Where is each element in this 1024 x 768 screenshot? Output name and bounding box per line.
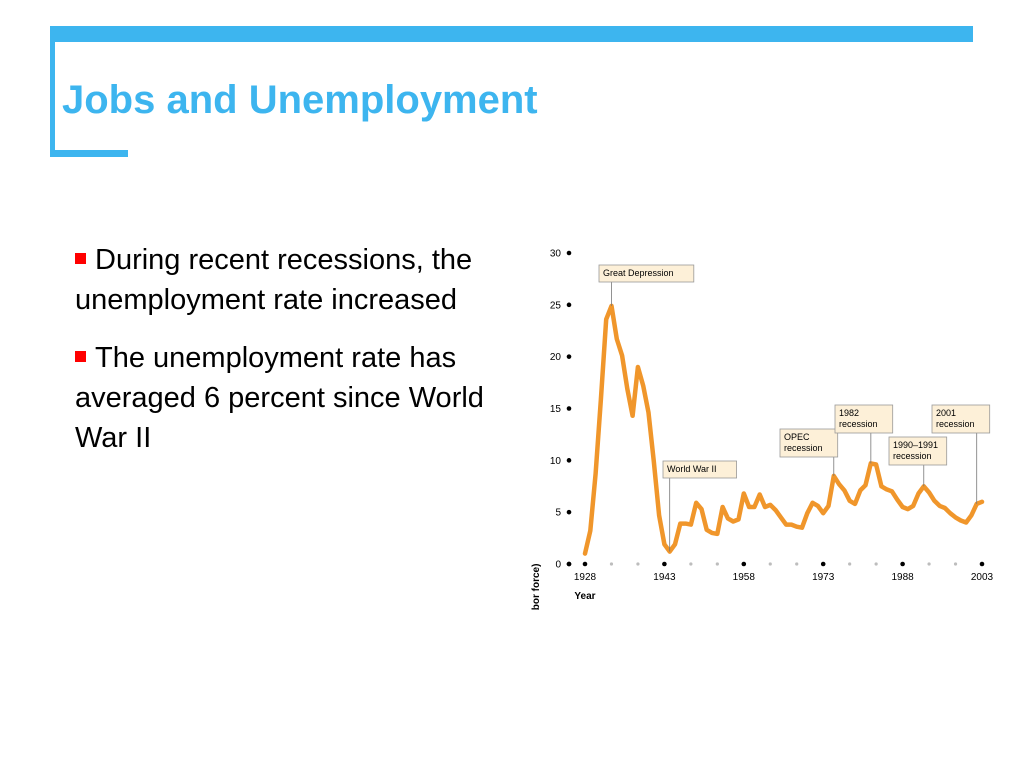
- x-tick-dot: [979, 561, 985, 567]
- annotation-label: World War II: [667, 464, 717, 474]
- unemployment-line-chart: Unemployment rate (percentage of labor f…: [531, 249, 994, 611]
- y-tick-dot: [566, 406, 572, 411]
- bullet-square-icon: [75, 253, 86, 264]
- annotation-label: 2001: [936, 408, 956, 418]
- origin-dot: [566, 561, 572, 567]
- x-minor-dot: [795, 562, 799, 566]
- annotation-label: recession: [784, 443, 823, 453]
- annotation-label: recession: [839, 419, 878, 429]
- annotation-box: [779, 428, 839, 458]
- bullet-item: The unemployment rate has averaged 6 per…: [75, 338, 505, 458]
- unemployment-series-line: [582, 303, 985, 556]
- bullet-square-icon: [75, 351, 86, 362]
- y-tick-label: 15: [550, 404, 562, 415]
- x-minor-dot: [953, 562, 958, 566]
- y-tick-dot: [566, 509, 572, 515]
- y-tick-dot: [566, 458, 572, 463]
- y-tick-label: 25: [550, 300, 562, 311]
- y-tick-dot: [566, 302, 572, 308]
- x-axis-title: Year: [574, 591, 595, 602]
- annotation-box: [662, 460, 737, 479]
- x-tick-dot: [582, 561, 588, 567]
- y-axis-title: Unemployment rate (percentage of labor f…: [531, 564, 542, 610]
- y-tick-dot: [566, 250, 572, 256]
- annotation-label: recession: [936, 419, 975, 429]
- annotation-label: 1990–1991: [893, 440, 938, 450]
- x-minor-dot: [689, 562, 693, 566]
- bullet-text: The unemployment rate has averaged 6 per…: [75, 342, 484, 454]
- bullet-list: During recent recessions, the unemployme…: [75, 240, 505, 476]
- title-accent-bar-bottom: [50, 150, 128, 157]
- annotation-label: OPEC: [784, 432, 810, 442]
- x-tick-label: 1988: [891, 572, 914, 583]
- annotation-box: [834, 404, 894, 434]
- y-tick-dot: [566, 354, 572, 359]
- annotation-label: recession: [893, 451, 932, 461]
- y-tick-label: 20: [550, 352, 562, 363]
- x-minor-dot: [927, 562, 931, 566]
- x-tick-label: 1943: [653, 572, 676, 583]
- title-accent-bar-top: [50, 26, 973, 42]
- bullet-text: During recent recessions, the unemployme…: [75, 244, 473, 316]
- x-tick-dot: [820, 561, 826, 567]
- x-minor-dot: [848, 562, 852, 566]
- page-title: Jobs and Unemployment: [62, 78, 538, 122]
- x-minor-dot: [609, 562, 614, 566]
- x-minor-dot: [715, 562, 719, 566]
- x-minor-dot: [874, 562, 878, 566]
- x-tick-dot: [662, 561, 667, 567]
- y-tick-label: 0: [555, 560, 561, 571]
- x-minor-dot: [768, 562, 772, 566]
- y-tick-label: 30: [550, 249, 562, 260]
- x-minor-dot: [636, 562, 640, 566]
- bullet-item: During recent recessions, the unemployme…: [75, 240, 505, 320]
- title-accent-bar-left: [50, 26, 55, 157]
- annotation-box: [888, 436, 948, 466]
- x-tick-dot: [741, 561, 747, 567]
- annotation-box: [598, 264, 695, 283]
- annotation-box: [931, 404, 991, 434]
- x-tick-label: 1928: [574, 572, 597, 583]
- y-tick-label: 10: [550, 456, 562, 467]
- x-tick-label: 2003: [971, 572, 994, 583]
- y-tick-label: 5: [555, 508, 561, 519]
- x-tick-label: 1973: [812, 572, 835, 583]
- annotation-label: 1982: [839, 408, 859, 418]
- x-tick-label: 1958: [733, 572, 756, 583]
- annotation-label: Great Depression: [603, 268, 674, 278]
- x-tick-dot: [900, 561, 905, 567]
